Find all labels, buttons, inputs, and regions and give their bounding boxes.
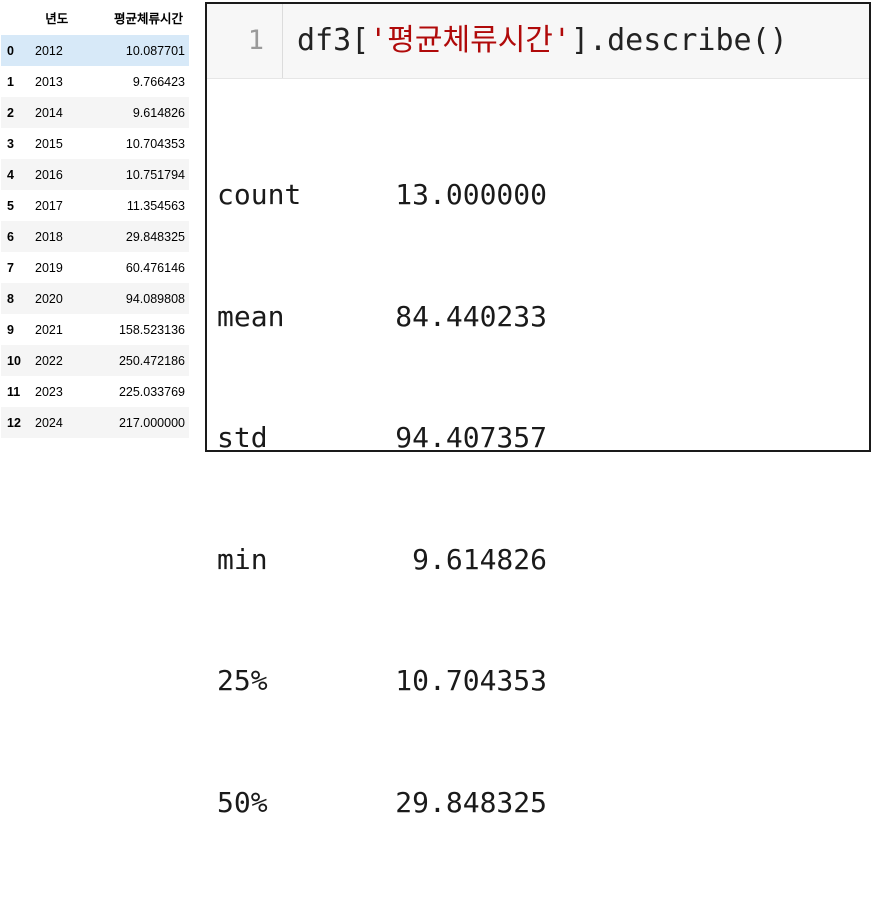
row-index: 10 [7,353,21,368]
table-row[interactable]: 10 2022 250.472186 [1,345,189,376]
stat-key: 75% [217,904,367,908]
notebook-cell[interactable]: 1 df3['평균체류시간'].describe() count 13.00000… [205,2,871,908]
row-index: 3 [7,136,14,151]
column-header-avg-stay: 평균체류시간 [113,12,183,26]
value-cell: 94.089808 [125,291,185,306]
output-row: mean 84.440233 [217,297,742,338]
value-cell: 11.354563 [126,198,185,213]
value-cell: 9.766423 [132,74,185,89]
row-index: 1 [7,74,14,89]
row-index: 8 [7,291,14,306]
table-row[interactable]: 12 2024 217.000000 [1,407,189,438]
year-cell: 2024 [35,415,63,430]
stat-key: 50% [217,785,268,819]
stat-value: 13.000000 [395,178,547,211]
row-index: 11 [7,384,21,399]
dataframe-table: 년도 평균체류시간 0 2012 10.087701 1 2013 9.766423 2… [1,0,189,438]
table-row[interactable]: 8 2020 94.089808 [1,283,189,314]
year-cell: 2018 [35,229,63,244]
value-cell: 10.704353 [125,136,185,151]
stat-key: 25% [217,664,268,697]
table-row[interactable]: 5 2017 11.354563 [1,190,189,221]
code-suffix: ].describe() [570,23,788,58]
table-row[interactable]: 0 2012 10.087701 [1,35,189,66]
output-row: count 13.000000 [217,175,742,216]
stat-key: count [217,178,302,211]
output-row: 75%158.523136 [217,904,742,908]
stat-value: 10.704353 [395,664,547,697]
row-index: 0 [7,43,14,58]
stat-value: 9.614826 [412,542,547,576]
stat-value: 94.407357 [395,421,547,454]
value-cell: 29.848325 [125,229,185,244]
table-row[interactable]: 1 2013 9.766423 [1,66,189,97]
year-cell: 2014 [35,105,63,120]
stat-value: 158.523136 [367,904,547,908]
index-header [1,0,29,35]
value-cell: 9.614826 [132,105,185,120]
value-cell: 158.523136 [118,322,185,337]
row-index: 4 [7,167,14,182]
line-number: 1 [207,4,283,78]
code-prefix: df3[ [297,23,370,58]
value-cell: 225.033769 [118,384,185,399]
value-cell: 217.000000 [118,415,185,430]
value-cell: 10.087701 [125,43,185,58]
stat-key: min [217,542,268,576]
year-cell: 2015 [35,136,63,151]
code-string-literal: '평균체류시간' [369,23,571,58]
cell-output: count 13.000000 mean 84.440233 std 94.40735… [217,94,742,908]
output-row: min 9.614826 [217,540,742,581]
year-cell: 2016 [35,167,63,182]
row-index: 6 [7,229,14,244]
table-row[interactable]: 7 2019 60.476146 [1,252,189,283]
row-index: 2 [7,105,14,120]
year-cell: 2022 [35,353,63,368]
year-cell: 2013 [35,74,63,89]
table-row[interactable]: 2 2014 9.614826 [1,97,189,128]
output-row: 25% 10.704353 [217,661,742,702]
output-row: std 94.407357 [217,418,742,459]
value-cell: 250.472186 [118,353,185,368]
code-input-area[interactable]: 1 df3['평균체류시간'].describe() [207,4,869,79]
table-row[interactable]: 6 2018 29.848325 [1,221,189,252]
value-cell: 60.476146 [125,260,185,275]
table-row[interactable]: 11 2023 225.033769 [1,376,189,407]
stat-key: std [217,421,268,454]
stat-key: mean [217,299,285,333]
year-cell: 2021 [35,322,63,337]
year-cell: 2017 [35,198,63,213]
table-row[interactable]: 9 2021 158.523136 [1,314,189,345]
code-line[interactable]: df3['평균체류시간'].describe() [297,4,788,78]
table-header-row: 년도 평균체류시간 [1,0,189,35]
row-index: 9 [7,322,14,337]
table-row[interactable]: 3 2015 10.704353 [1,128,189,159]
value-cell: 10.751794 [125,167,185,182]
table-row[interactable]: 4 2016 10.751794 [1,159,189,190]
output-row: 50% 29.848325 [217,783,742,824]
column-header-year: 년도 [45,12,69,26]
stat-value: 29.848325 [395,785,547,819]
stat-value: 84.440233 [395,299,547,333]
row-index: 7 [7,260,14,275]
row-index: 5 [7,198,14,213]
dataframe-panel: 년도 평균체류시간 0 2012 10.087701 1 2013 9.766423 2… [0,0,190,454]
year-cell: 2023 [35,384,63,399]
year-cell: 2019 [35,260,63,275]
year-cell: 2020 [35,291,63,306]
row-index: 12 [7,415,21,430]
year-cell: 2012 [35,43,63,58]
